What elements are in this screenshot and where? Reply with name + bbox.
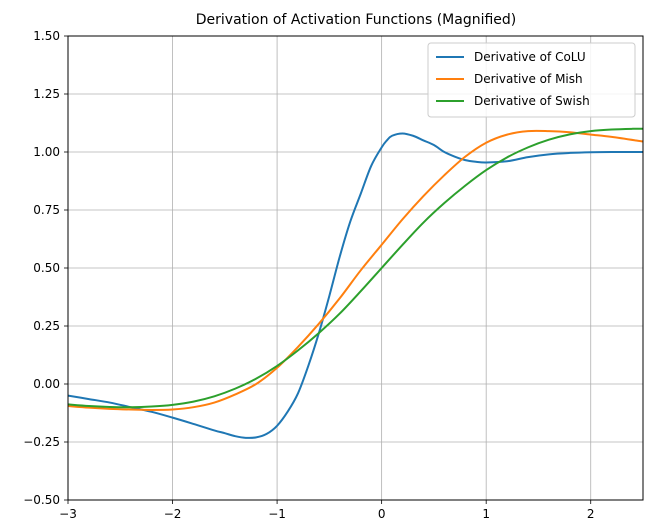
x-tick-label: −2 — [164, 507, 182, 521]
series-lines — [68, 127, 643, 439]
legend-box — [427, 42, 636, 118]
legend: Derivative of CoLU Derivative of Mish Deri… — [427, 42, 636, 118]
y-tick-label: 0.50 — [33, 261, 60, 275]
axis-ticks: −3 −2 −1 0 1 2 −0.50 −0.25 0.00 0.25 0.50 0.75 1.00 1… — [23, 29, 594, 521]
legend-label: Derivative of CoLU — [474, 50, 586, 64]
y-tick-label: 0.75 — [33, 203, 60, 217]
x-tick-label: 0 — [378, 507, 386, 521]
chart-title: Derivation of Activation Functions (Magn… — [196, 12, 517, 28]
series-line-1 — [68, 132, 643, 439]
y-tick-label: 1.00 — [33, 145, 60, 159]
y-tick-label: 0.00 — [33, 377, 60, 391]
y-tick-label: 1.25 — [33, 87, 60, 101]
y-tick-label: 1.50 — [33, 29, 60, 43]
x-tick-label: 2 — [587, 507, 595, 521]
y-tick-label: −0.50 — [23, 493, 60, 507]
series-line-2 — [68, 129, 643, 411]
x-tick-label: −1 — [268, 507, 286, 521]
y-tick-label: 0.25 — [33, 319, 60, 333]
series-line-3 — [68, 127, 643, 409]
y-tick-label: −0.25 — [23, 435, 60, 449]
legend-label: Derivative of Mish — [474, 72, 583, 86]
x-tick-label: 1 — [482, 507, 490, 521]
legend-label: Derivative of Swish — [474, 94, 590, 108]
x-tick-label: −3 — [59, 507, 77, 521]
